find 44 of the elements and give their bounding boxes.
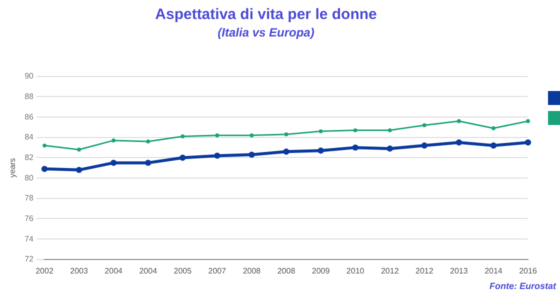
x-tick-label: 2016 [519, 266, 538, 276]
point [283, 148, 290, 155]
source-note: Fonte: Eurostat [490, 280, 557, 291]
point [110, 160, 117, 166]
point [145, 160, 152, 166]
point [490, 142, 497, 149]
y-tick-label: 86 [24, 112, 34, 122]
point [352, 144, 358, 151]
y-tick-label: 88 [24, 92, 34, 101]
point [76, 166, 82, 174]
x-tick-label: 2004 [104, 266, 124, 276]
point [456, 139, 462, 146]
x-tick-label: 2009 [312, 266, 330, 276]
point [41, 166, 48, 172]
point [180, 154, 186, 161]
y-tick-label: 74 [24, 234, 34, 244]
x-tick-label: 2002 [36, 266, 54, 276]
x-tick-label: 2004 [139, 266, 158, 276]
chart-subtitle: (Italia vs Europa) [218, 26, 314, 40]
x-tick-label: 2012 [415, 266, 434, 276]
point [318, 148, 324, 154]
x-tick-label: 2008 [242, 266, 262, 276]
x-tick-label: 2005 [174, 266, 192, 276]
y-tick-label: 78 [24, 194, 34, 203]
y-axis-title: years [8, 158, 18, 178]
x-tick-label: 2007 [208, 266, 227, 276]
x-tick-label: 2003 [70, 266, 88, 276]
x-tick-label: 2012 [380, 266, 400, 276]
x-tick-label: 2010 [346, 266, 365, 276]
y-tick-label: 84 [24, 132, 34, 142]
y-tick-label: 72 [24, 254, 34, 264]
point [214, 152, 220, 159]
point [421, 142, 428, 149]
y-tick-label: 82 [24, 152, 34, 162]
y-tick-label: 76 [24, 214, 34, 223]
point [386, 145, 393, 152]
y-tick-label: 90 [24, 72, 34, 81]
point [248, 152, 255, 158]
x-tick-label: 2014 [484, 266, 503, 276]
y-tick-label: 80 [24, 173, 34, 182]
x-tick-label: 2013 [450, 266, 468, 276]
x-tick-label: 2008 [277, 266, 296, 276]
chart-title: Aspettativa di vita per le donne [155, 6, 377, 24]
point [524, 139, 532, 146]
